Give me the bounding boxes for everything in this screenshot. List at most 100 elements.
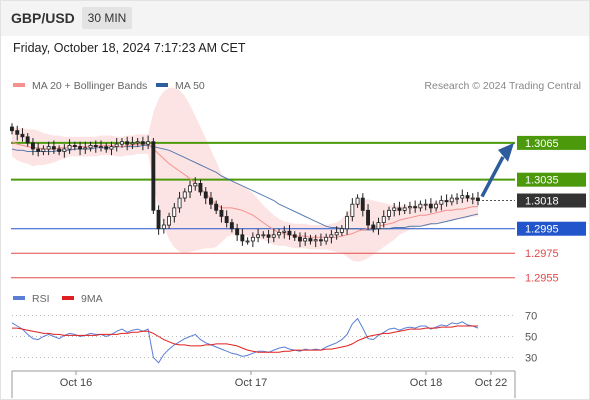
forecast-arrow-head [498,142,514,162]
candle [151,138,156,214]
candle-body [208,197,213,205]
x-tick-label: Oct 22 [475,377,507,389]
candle-body [36,148,41,152]
candle-body [449,197,454,203]
candle [172,202,177,223]
level-box-1.3035 [517,172,586,187]
header-bar: GBP/USD 30 MIN [0,0,590,36]
candle-body [172,207,177,217]
candle-body [15,130,20,135]
candle [407,201,412,214]
candle-body [140,141,145,145]
candle [78,141,82,156]
candle-body [120,141,124,145]
candle-body [151,141,156,211]
candle [271,228,276,243]
candle-body [51,146,56,150]
candle-body [250,236,255,242]
x-axis: Oct 16 Oct 17 Oct 18 Oct 22 [11,370,516,398]
candle [449,194,454,206]
candle-body [83,147,88,150]
bollinger-band-layer [12,87,478,262]
candle-body [188,185,192,193]
candle [62,144,67,158]
candle [93,140,98,153]
candle [345,211,349,235]
candle-body [99,146,103,149]
candle [392,202,397,217]
candle-body [266,234,271,238]
candle-body [397,207,402,211]
candle [177,191,182,213]
candle [140,136,145,151]
level-label-1.2995: 1.2995 [525,224,559,236]
candle [214,200,219,214]
candle [371,221,376,233]
candle-body [20,133,25,138]
candle-body [413,206,418,209]
candle-body [318,239,323,242]
candle [46,141,51,156]
rsi-tick-50: 50 [525,332,537,344]
candle-body [235,228,240,236]
candle [413,200,418,213]
candle [224,210,229,228]
candle-body [256,234,260,238]
candle-body [345,216,349,230]
rsi-panel: 70 50 30 [11,311,537,365]
bollinger-band [12,87,478,262]
candle-body [224,216,229,223]
candle-body [167,216,171,226]
timeframe-button[interactable]: 30 MIN [82,7,132,29]
candle [41,145,46,156]
legend-rsi-ma: 9MA [62,293,103,305]
candle [428,198,433,213]
candle [287,225,292,240]
legend-rsi-label: RSI [32,293,50,305]
candle [219,205,224,223]
legend-rsi-ma-label: 9MA [81,293,103,305]
candle-body [324,236,329,242]
candle-body [465,195,470,199]
candle [203,187,208,205]
legend-ma50-swatch [156,83,168,88]
candle [25,133,30,147]
forecast-arrow-layer [480,142,514,198]
candle [308,234,313,245]
level-label-1.2955: 1.2955 [525,273,559,285]
candle [460,189,465,203]
current-price-label: 1.3018 [525,196,559,208]
candle [193,177,198,191]
candle-body [371,224,376,230]
candle [444,194,449,207]
symbol-title: GBP/USD [11,10,75,26]
candle [104,142,109,153]
level-box-1.3065 [517,135,586,150]
candle [397,201,402,216]
candle [350,198,355,222]
candle-body [203,191,208,199]
candle-body [460,195,465,199]
candle-body [339,228,344,233]
candle-body [62,148,67,152]
candle [240,228,245,246]
candle-body [439,200,444,205]
candle [475,191,480,206]
candle-body [9,126,14,132]
legend-rsi: RSI [13,293,50,305]
candle [99,140,103,152]
candle-body [303,238,308,242]
rsi-tick-30: 30 [525,353,537,365]
candle-body [198,182,203,193]
level-label-1.3035: 1.3035 [525,175,559,187]
candle-body [392,207,397,211]
chart-datetime: Friday, October 18, 2024 7:17:23 AM CET [13,41,246,55]
candle-body [271,234,276,238]
candle [36,142,41,157]
candle-body [402,207,407,211]
x-tick-label: Oct 18 [410,377,442,389]
candle-body [30,142,35,150]
legend-rsi-ma-swatch [62,296,74,301]
candle-body [376,222,381,230]
candle-body [156,209,161,230]
